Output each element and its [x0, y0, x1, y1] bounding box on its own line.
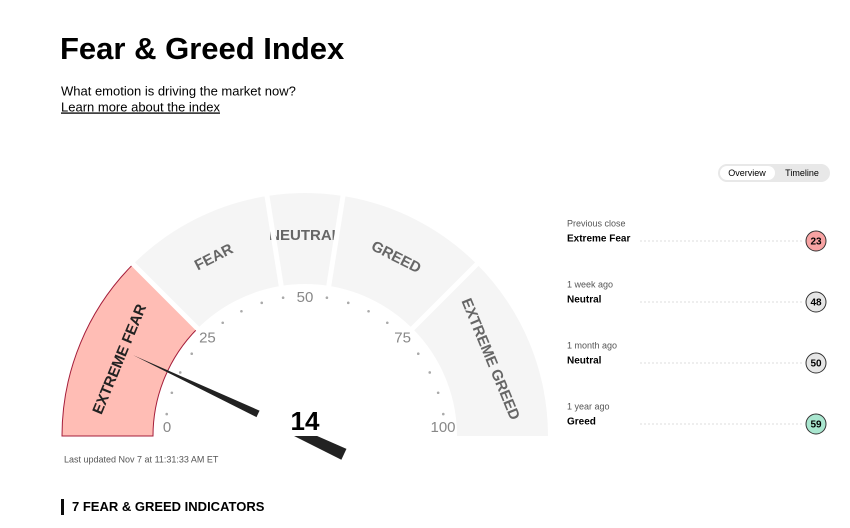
section-bar	[61, 499, 64, 515]
gauge-hub	[253, 384, 357, 436]
gauge-dot	[170, 391, 174, 395]
tick-label: 0	[163, 419, 171, 436]
history-label: Greed	[567, 417, 596, 428]
gauge-dot	[221, 321, 225, 325]
gauge-dot	[346, 301, 350, 305]
history-period: 1 week ago	[567, 279, 613, 289]
subtitle: What emotion is driving the market now?	[61, 83, 296, 98]
history-value: 59	[810, 420, 822, 431]
history-badge	[805, 413, 827, 435]
history-period: 1 year ago	[567, 401, 610, 411]
gauge-dot	[190, 352, 194, 356]
history-value: 23	[810, 237, 822, 248]
segment-gap	[409, 260, 481, 332]
history-badge	[805, 291, 827, 313]
gauge-dot	[240, 309, 243, 313]
gauge-dot	[165, 412, 169, 416]
title: Fear & Greed Index	[60, 31, 345, 66]
segment-gap	[325, 193, 346, 289]
gauge-segment	[266, 193, 344, 286]
history-label: Neutral	[567, 295, 602, 306]
history-value: 48	[810, 298, 822, 309]
history-label: Extreme Fear	[567, 234, 630, 245]
history-period: 1 month ago	[567, 340, 617, 350]
section-title: 7 FEAR & GREED INDICATORS	[72, 499, 265, 514]
tab[interactable]: Timeline	[785, 168, 819, 178]
updated-note: Last updated Nov 7 at 11:31:33 AM ET	[64, 454, 219, 464]
gauge-dot	[436, 391, 440, 395]
gauge-segment	[412, 264, 548, 436]
gauge-dot	[178, 371, 182, 374]
history-badge	[805, 352, 827, 374]
history-value: 50	[810, 359, 822, 370]
gauge-dot	[281, 296, 285, 300]
segment-gap	[129, 260, 201, 332]
gauge-dot	[325, 296, 329, 300]
history-badge	[805, 230, 827, 252]
history-period: Previous close	[567, 218, 626, 228]
tick-label: 50	[297, 289, 314, 306]
tick-label: 75	[394, 329, 411, 346]
gauge-dot	[441, 412, 445, 416]
gauge-segment	[328, 195, 477, 329]
gauge-dot	[385, 321, 389, 325]
learn-more-link[interactable]: Learn more about the index	[61, 99, 220, 114]
segment-gap	[264, 193, 285, 289]
gauge-segment	[133, 195, 282, 329]
tab[interactable]: Overview	[728, 168, 766, 178]
tab-active[interactable]	[720, 166, 775, 180]
gauge-dot	[367, 309, 370, 313]
tick-label: 100	[430, 419, 455, 436]
gauge-dot	[428, 371, 432, 374]
history-label: Neutral	[567, 356, 602, 367]
gauge-value: 14	[291, 406, 320, 436]
tick-label: 25	[199, 329, 216, 346]
gauge-dot	[260, 301, 264, 305]
segment-label: NEUTRAL	[269, 227, 341, 244]
gauge-dot	[416, 352, 420, 356]
